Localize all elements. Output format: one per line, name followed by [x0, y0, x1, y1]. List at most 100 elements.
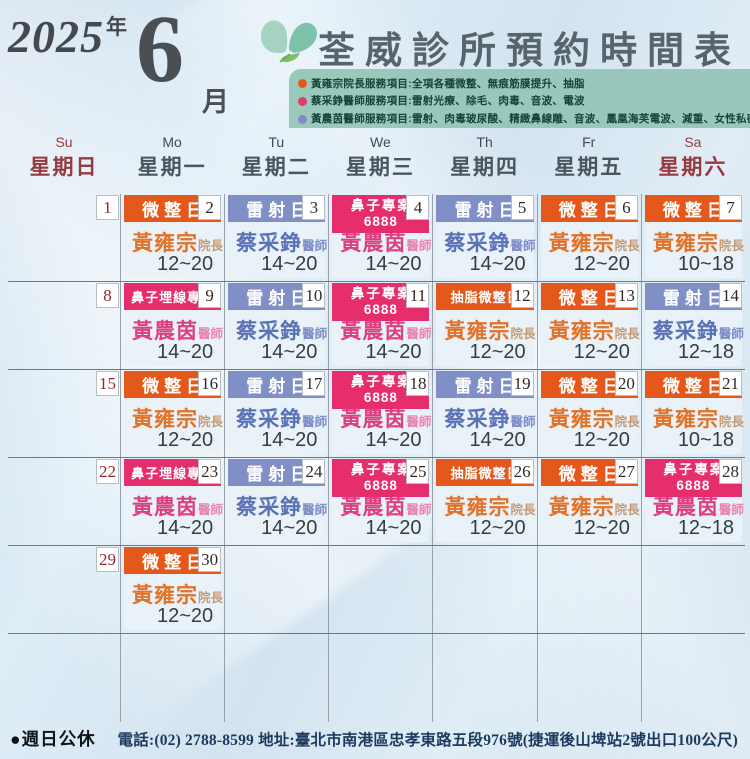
- slot-body: 蔡采錚醫師 14~20: [228, 486, 327, 542]
- date-number: 22: [96, 459, 119, 484]
- doctor-name-text: 黃雍宗: [548, 407, 615, 431]
- day-cell: 微整日 2 黃雍宗院長 12~20: [120, 194, 224, 281]
- appointment-slot: 微整日 16 黃雍宗院長 12~20: [124, 371, 223, 454]
- slot-body: 蔡采錚醫師 14~20: [228, 310, 327, 366]
- doctor-name: 黃雍宗院長: [653, 233, 744, 254]
- doctor-name-text: 黃農茵: [340, 495, 407, 519]
- doctor-name: 黃雍宗院長: [548, 319, 640, 343]
- doctor-name-text: 蔡采錚: [444, 231, 511, 255]
- day-cell: 雷射日 10 蔡采錚醫師 14~20: [224, 282, 328, 369]
- time-range: 14~20: [261, 253, 318, 275]
- day-cell: 雷射日 24 蔡采錚醫師 14~20: [224, 458, 328, 545]
- day-cell: [432, 546, 536, 633]
- date-number: 4: [406, 195, 430, 220]
- doctor-name: 黃雍宗院長: [132, 233, 223, 254]
- week-row: 8 鼻子埋線專案 9 黃農茵醫師 14~20 雷射日 10 蔡采錚醫師 14~2…: [8, 282, 745, 370]
- event-label: 微整日: [558, 465, 625, 484]
- doctor-name: 黃雍宗院長: [132, 409, 223, 430]
- appointment-slot: 鼻子專案 6888 4 黃農茵醫師 14~20: [332, 195, 431, 278]
- doctor-name: 黃雍宗院長: [549, 497, 640, 518]
- event-label: 微整日: [558, 289, 625, 308]
- doctor-title: 醫師: [302, 239, 328, 253]
- doctor-name-text: 蔡采錚: [444, 407, 511, 431]
- appointment-slot: 抽脂微整日 26 黃雍宗院長 12~20: [436, 459, 536, 542]
- doctor-name: 黃雍宗院長: [653, 409, 744, 430]
- doctor-name: 蔡采錚醫師: [653, 321, 744, 342]
- weekday-header: Su 星期日 Mo 星期一 Tu 星期二 We 星期三 Th 星期四 Fr 星期…: [8, 134, 745, 181]
- doctor-title: 醫師: [510, 415, 536, 429]
- day-cell: 29: [8, 546, 120, 633]
- doctor-name-text: 黃農茵: [340, 319, 407, 343]
- weekday-abbr: Tu: [268, 134, 285, 150]
- event-sublabel: 6888: [676, 478, 711, 493]
- weekday-abbr: Mo: [162, 134, 182, 150]
- weekday-name: 星期一: [137, 155, 207, 179]
- appointment-slot: 抽脂微整日 12 黃雍宗院長 12~20: [436, 283, 536, 366]
- doctor-title: 醫師: [718, 503, 744, 517]
- time-range: 12~20: [573, 517, 630, 539]
- doctor-name: 黃農茵醫師: [340, 495, 431, 519]
- time-range: 12~20: [469, 341, 526, 363]
- doctor-name-text: 黃雍宗: [444, 319, 511, 343]
- slot-body: 黃雍宗院長 12~20: [436, 486, 536, 542]
- doctor-name-text: 黃農茵: [132, 319, 198, 343]
- day-cell: 鼻子專案 6888 4 黃農茵醫師 14~20: [328, 194, 432, 281]
- slot-body: 黃雍宗院長 12~20: [540, 486, 640, 542]
- doctor-name-text: 黃雍宗: [548, 319, 615, 343]
- date-number: 1: [96, 195, 119, 220]
- sunday-closed-note: ●週日公休: [10, 729, 96, 749]
- event-label: 鼻子專案: [350, 373, 413, 389]
- day-cell: 微整日 21 黃雍宗院長 10~18: [640, 370, 745, 457]
- legend-text: 黃雍宗院長服務項目:全項各種微整、無痕筋膜提升、抽脂: [311, 77, 585, 90]
- day-cell: [328, 634, 432, 722]
- doctor-name: 黃雍宗院長: [132, 585, 223, 606]
- doctor-title: 醫師: [406, 415, 432, 429]
- day-cell: 雷射日 3 蔡采錚醫師 14~20: [224, 194, 328, 281]
- doctor-title: 院長: [614, 239, 640, 253]
- day-cell: 微整日 13 黃雍宗院長 12~20: [536, 282, 641, 369]
- event-label: 微整日: [558, 201, 625, 220]
- doctor-name: 黃農茵醫師: [132, 319, 223, 343]
- date-number: 23: [198, 459, 222, 484]
- doctor-name-text: 蔡采錚: [236, 495, 303, 519]
- time-range: 12~18: [677, 341, 734, 363]
- date-number: 21: [718, 371, 742, 396]
- weekday-label: Sa 星期六: [641, 134, 745, 181]
- slot-body: 黃農茵醫師 14~20: [124, 486, 223, 542]
- doctor-title: 醫師: [718, 327, 744, 341]
- doctor-name-text: 黃農茵: [132, 495, 198, 519]
- day-cell: 8: [8, 282, 120, 369]
- week-row: 22 鼻子埋線專案 23 黃農茵醫師 14~20 雷射日 24 蔡采錚醫師 14…: [8, 458, 745, 546]
- day-cell: 鼻子專案 6888 18 黃農茵醫師 14~20: [328, 370, 432, 457]
- day-cell: 抽脂微整日 12 黃雍宗院長 12~20: [432, 282, 536, 369]
- doctor-name-text: 黃農茵: [652, 495, 719, 519]
- date-number: 10: [302, 283, 326, 308]
- doctor-title: 醫師: [302, 415, 328, 429]
- legend-dot-icon: [298, 79, 307, 89]
- date-number: 8: [96, 283, 119, 308]
- date-number: 18: [406, 371, 430, 396]
- day-cell: 鼻子埋線專案 9 黃農茵醫師 14~20: [120, 282, 224, 369]
- doctor-title: 院長: [510, 327, 536, 341]
- day-cell: 鼻子專案 6888 25 黃農茵醫師 14~20: [328, 458, 432, 545]
- doctor-title: 院長: [614, 503, 640, 517]
- legend-text: 黃農茵醫師服務項目:雷射、肉毒玻尿酸、精緻鼻線雕、音波、鳳凰海芙電波、減重、女性…: [311, 112, 750, 125]
- doctor-title: 院長: [198, 415, 224, 429]
- appointment-slot: 雷射日 3 蔡采錚醫師 14~20: [228, 195, 328, 278]
- date-number: 2: [198, 195, 222, 220]
- legend-item: 黃農茵醫師服務項目:雷射、肉毒玻尿酸、精緻鼻線雕、音波、鳳凰海芙電波、減重、女性…: [298, 114, 750, 125]
- weekday-name: 星期三: [345, 155, 415, 179]
- month-unit-label: 月: [202, 87, 229, 117]
- year-unit-label: 年: [106, 15, 128, 39]
- time-range: 12~20: [573, 341, 630, 363]
- time-range: 12~18: [677, 517, 734, 539]
- legend-dot-icon: [298, 96, 307, 106]
- date-number: 5: [510, 195, 534, 220]
- date-number: 9: [198, 283, 222, 308]
- date-number: 30: [198, 547, 222, 572]
- appointment-slot: 雷射日 5 蔡采錚醫師 14~20: [436, 195, 536, 278]
- time-range: 10~18: [677, 429, 734, 451]
- time-range: 12~20: [156, 253, 214, 275]
- time-range: 14~20: [261, 341, 318, 363]
